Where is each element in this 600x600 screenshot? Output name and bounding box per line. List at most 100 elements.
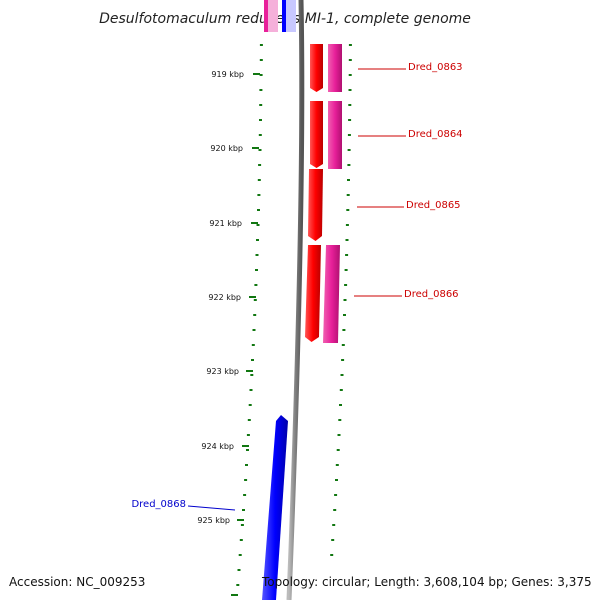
minor-tick bbox=[343, 299, 347, 301]
minor-tick bbox=[257, 194, 261, 196]
minor-tick bbox=[330, 554, 334, 556]
minor-tick bbox=[238, 554, 242, 556]
minor-tick bbox=[255, 254, 259, 256]
gene-label-dred-0865[interactable]: Dred_0865 bbox=[406, 200, 461, 211]
minor-tick bbox=[258, 134, 262, 136]
gene-label-dred-0863[interactable]: Dred_0863 bbox=[408, 62, 463, 73]
minor-tick bbox=[345, 224, 349, 226]
minor-tick bbox=[259, 44, 263, 46]
minor-tick bbox=[259, 74, 263, 76]
minor-tick bbox=[339, 404, 342, 406]
minor-tick bbox=[345, 254, 349, 256]
minor-tick bbox=[343, 314, 346, 316]
major-tick-marks bbox=[231, 73, 260, 596]
minor-tick bbox=[348, 89, 352, 91]
minor-tick bbox=[347, 134, 351, 136]
minor-tick bbox=[347, 149, 351, 151]
minor-tick bbox=[249, 389, 253, 391]
genome-summary-label: Topology: circular; Length: 3,608,104 bp… bbox=[262, 575, 592, 589]
minor-tick bbox=[334, 494, 338, 496]
minor-tick bbox=[347, 179, 350, 181]
tick-label: 923 kbp bbox=[206, 367, 239, 376]
minor-tick bbox=[337, 434, 341, 436]
minor-tick bbox=[341, 344, 345, 346]
minor-tick bbox=[240, 524, 244, 526]
major-tick bbox=[251, 222, 258, 224]
tick-label: 925 kbp bbox=[197, 516, 230, 525]
minor-tick bbox=[237, 569, 241, 571]
gene-label-dred-0868[interactable]: Dred_0868 bbox=[131, 499, 186, 510]
minor-tick bbox=[335, 479, 338, 481]
minor-tick bbox=[339, 389, 343, 391]
minor-tick bbox=[259, 104, 263, 106]
minor-tick bbox=[332, 524, 336, 526]
minor-tick bbox=[256, 224, 260, 226]
major-tick bbox=[237, 519, 244, 521]
accession-label: Accession: NC_009253 bbox=[9, 575, 146, 589]
gene-arrow-dred-0868[interactable] bbox=[262, 415, 288, 600]
minor-tick bbox=[251, 344, 255, 346]
major-tick bbox=[231, 594, 238, 596]
minor-tick bbox=[244, 479, 248, 481]
minor-tick bbox=[236, 584, 240, 586]
minor-tick bbox=[341, 359, 345, 361]
minor-tick bbox=[338, 419, 342, 421]
minor-tick bbox=[344, 269, 348, 271]
gene-arrow-dred-0864[interactable] bbox=[310, 101, 323, 168]
feature-fragment-blue-edge bbox=[282, 0, 286, 32]
minor-tick bbox=[257, 209, 260, 211]
minor-tick bbox=[256, 239, 259, 241]
gene-labels: Dred_0863 Dred_0864 Dred_0865 Dred_0866 … bbox=[131, 62, 463, 511]
minor-tick bbox=[254, 284, 258, 286]
forward-cds-track bbox=[305, 44, 323, 342]
gene-arrow-dred-0863[interactable] bbox=[310, 44, 323, 92]
minor-tick bbox=[331, 539, 335, 541]
minor-tick bbox=[242, 509, 245, 511]
minor-tick bbox=[344, 284, 348, 286]
minor-tick bbox=[335, 464, 339, 466]
minor-tick bbox=[348, 104, 352, 106]
feature-bar-dred-0864[interactable] bbox=[328, 101, 342, 169]
minor-tick bbox=[348, 44, 352, 46]
tick-label: 920 kbp bbox=[210, 144, 243, 153]
major-tick bbox=[253, 73, 260, 75]
minor-tick bbox=[259, 89, 263, 91]
gene-arrow-dred-0866[interactable] bbox=[305, 245, 321, 342]
feature-bar-dred-0866[interactable] bbox=[323, 245, 340, 343]
minor-tick bbox=[250, 374, 254, 376]
minor-tick bbox=[345, 239, 349, 241]
minor-tick bbox=[342, 329, 346, 331]
major-tick bbox=[252, 147, 259, 149]
gene-label-leader bbox=[187, 505, 236, 511]
gene-label-dred-0866[interactable]: Dred_0866 bbox=[404, 289, 459, 300]
tick-track-right bbox=[330, 44, 352, 556]
feature-bar-dred-0863[interactable] bbox=[328, 44, 342, 92]
major-tick bbox=[246, 370, 253, 372]
minor-tick bbox=[340, 374, 344, 376]
minor-tick bbox=[253, 299, 257, 301]
minor-tick bbox=[259, 119, 262, 121]
minor-tick bbox=[259, 59, 263, 61]
minor-tick bbox=[348, 119, 352, 121]
gene-label-dred-0864[interactable]: Dred_0864 bbox=[408, 129, 463, 140]
minor-tick bbox=[333, 509, 337, 511]
minor-tick bbox=[239, 539, 243, 541]
minor-tick bbox=[348, 59, 352, 61]
minor-tick bbox=[346, 194, 350, 196]
gene-arrow-dred-0865[interactable] bbox=[308, 169, 323, 241]
minor-tick bbox=[243, 494, 247, 496]
minor-tick bbox=[245, 464, 248, 466]
minor-tick bbox=[348, 74, 352, 76]
minor-tick bbox=[257, 179, 261, 181]
minor-tick bbox=[246, 449, 249, 451]
minor-tick bbox=[253, 314, 257, 316]
major-tick bbox=[242, 445, 249, 447]
minor-tick bbox=[258, 149, 262, 151]
minor-tick bbox=[251, 359, 254, 361]
tick-label: 924 kbp bbox=[201, 442, 234, 451]
minor-tick bbox=[255, 269, 258, 271]
minor-tick bbox=[248, 404, 252, 406]
minor-tick bbox=[347, 164, 351, 166]
minor-tick bbox=[252, 329, 256, 331]
